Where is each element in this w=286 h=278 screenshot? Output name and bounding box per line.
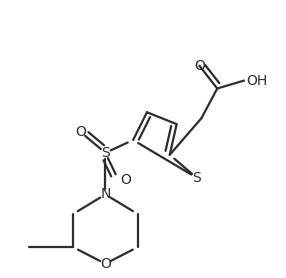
Text: O: O bbox=[120, 173, 131, 187]
Text: S: S bbox=[192, 171, 201, 185]
Text: N: N bbox=[100, 187, 111, 202]
Text: O: O bbox=[194, 59, 205, 73]
Text: OH: OH bbox=[246, 74, 267, 88]
Text: O: O bbox=[100, 257, 111, 271]
Text: S: S bbox=[101, 146, 110, 160]
Text: O: O bbox=[75, 125, 86, 139]
